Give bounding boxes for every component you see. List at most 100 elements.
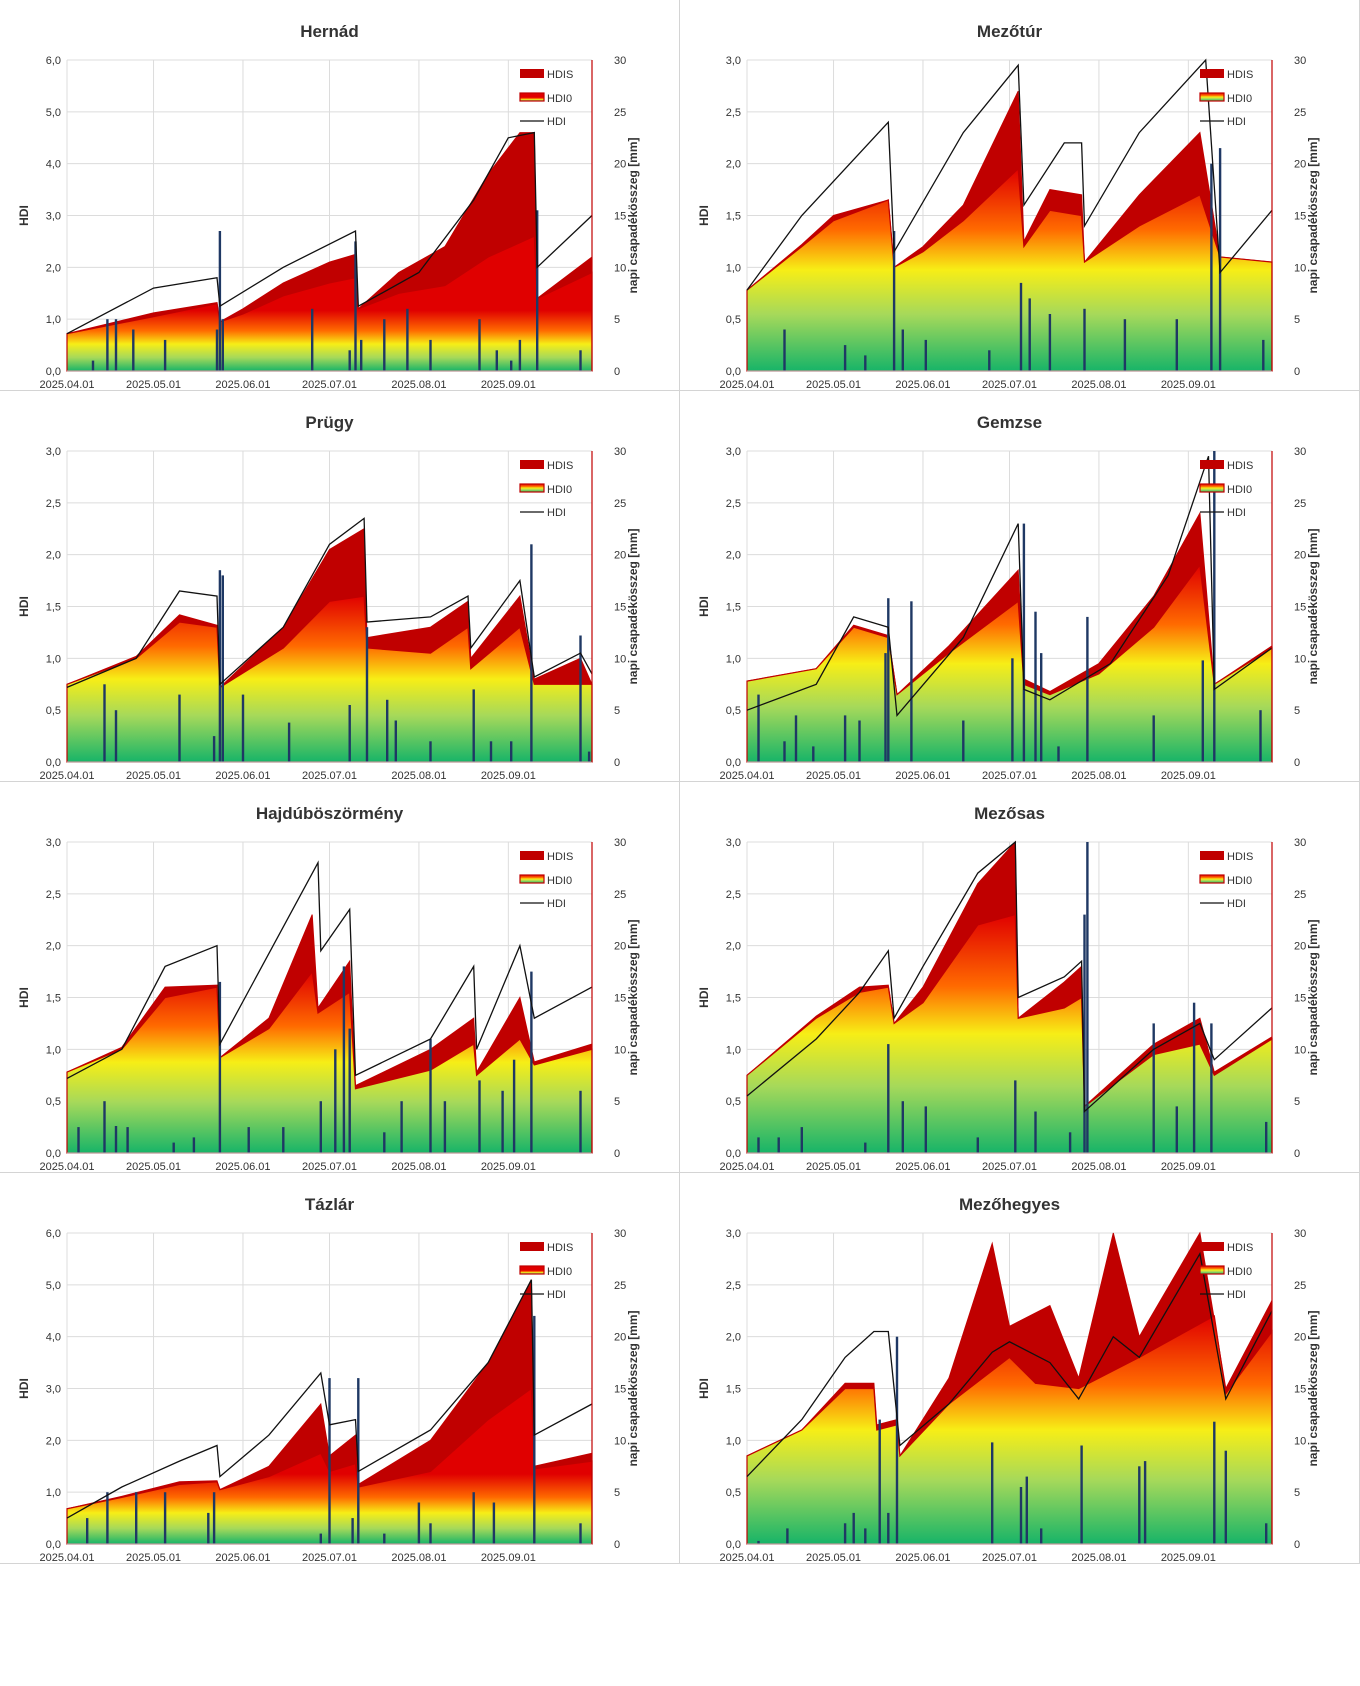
legend: HDIS HDI0 HDI bbox=[1199, 1242, 1253, 1301]
y-axis-title: HDI bbox=[697, 596, 711, 617]
precip-bar bbox=[976, 1137, 979, 1153]
y2-tick-label: 20 bbox=[614, 1332, 626, 1344]
y2-tick-label: 30 bbox=[614, 446, 626, 458]
precip-bar bbox=[1192, 1002, 1196, 1153]
precip-bar bbox=[1262, 339, 1265, 371]
chart-title: Tázlár bbox=[305, 1195, 355, 1214]
precip-bar bbox=[924, 1106, 927, 1153]
y-tick-label: 2,0 bbox=[46, 550, 61, 562]
y-axis-title: HDI bbox=[17, 205, 31, 226]
y2-tick-label: 5 bbox=[614, 1487, 620, 1499]
legend-swatch-hdi0 bbox=[519, 92, 545, 102]
x-tick-label: 2025.05.01 bbox=[126, 1552, 181, 1564]
legend-label-hdi: HDI bbox=[1227, 1289, 1246, 1301]
y-tick-label: 1,0 bbox=[726, 262, 741, 274]
y-tick-label: 1,5 bbox=[46, 602, 61, 614]
precip-bar bbox=[1175, 319, 1178, 371]
y-axis-title: HDI bbox=[697, 987, 711, 1008]
y-tick-label: 1,0 bbox=[46, 1487, 61, 1499]
legend-label-hdis: HDIS bbox=[547, 69, 573, 81]
x-tick-label: 2025.05.01 bbox=[806, 770, 861, 782]
y2-tick-label: 10 bbox=[1294, 653, 1306, 665]
precip-bar bbox=[878, 1419, 881, 1544]
y-tick-label: 4,0 bbox=[46, 1332, 61, 1344]
y2-tick-label: 20 bbox=[614, 159, 626, 171]
y2-tick-label: 30 bbox=[1294, 837, 1306, 849]
series-hdi-line bbox=[746, 840, 1273, 1113]
legend-swatch-hdi0 bbox=[519, 874, 545, 884]
legend-label-hdi: HDI bbox=[547, 898, 566, 910]
y2-tick-label: 0 bbox=[614, 1539, 620, 1551]
precip-bar bbox=[103, 1101, 106, 1153]
y-tick-label: 1,0 bbox=[46, 314, 61, 326]
y-tick-label: 0,5 bbox=[46, 705, 61, 717]
y-tick-label: 4,0 bbox=[46, 159, 61, 171]
y-tick-label: 5,0 bbox=[46, 1280, 61, 1292]
precip-bar bbox=[383, 319, 386, 371]
precip-bar bbox=[192, 1137, 196, 1153]
precip-bar bbox=[1224, 1450, 1227, 1544]
legend-swatch-hdi0 bbox=[1199, 1265, 1225, 1275]
y-axis-title: HDI bbox=[697, 205, 711, 226]
precip-bar bbox=[221, 575, 224, 762]
precip-bar bbox=[895, 1336, 899, 1544]
x-tick-label: 2025.05.01 bbox=[806, 1161, 861, 1173]
series-hdi0-area bbox=[66, 595, 593, 763]
legend-label-hdi: HDI bbox=[547, 507, 566, 519]
legend-swatch-hdi0 bbox=[519, 483, 545, 493]
x-tick-label: 2025.04.01 bbox=[719, 1161, 774, 1173]
y-tick-label: 0,5 bbox=[46, 1096, 61, 1108]
x-tick-label: 2025.07.01 bbox=[302, 1552, 357, 1564]
precip-bar bbox=[1086, 616, 1089, 762]
precip-bar bbox=[864, 355, 867, 371]
precip-bar bbox=[1138, 1466, 1141, 1545]
y-tick-label: 0,0 bbox=[46, 757, 61, 769]
y-tick-label: 0,0 bbox=[726, 1539, 741, 1551]
x-tick-label: 2025.07.01 bbox=[302, 379, 357, 391]
precip-bar bbox=[783, 741, 786, 762]
precip-bar bbox=[1083, 308, 1086, 371]
chart-title: Mezőtúr bbox=[977, 22, 1043, 41]
legend-label-hdi: HDI bbox=[1227, 116, 1246, 128]
precip-bar bbox=[282, 1127, 285, 1153]
precip-bar bbox=[1034, 1111, 1037, 1153]
x-tick-label: 2025.08.01 bbox=[1071, 1161, 1126, 1173]
x-tick-label: 2025.06.01 bbox=[215, 379, 270, 391]
precip-bar bbox=[579, 350, 582, 371]
legend-swatch-hdi0 bbox=[519, 1265, 545, 1275]
y-tick-label: 3,0 bbox=[46, 446, 61, 458]
chart-svg: Mezőtúr 0,0 0 0,5 5 1,0 10 1,5 15 2,0 20 2,5 25 3,0 30… bbox=[697, 22, 1320, 391]
legend-swatch-hdis bbox=[520, 851, 544, 860]
y2-tick-label: 5 bbox=[1294, 705, 1300, 717]
x-tick-label: 2025.06.01 bbox=[895, 770, 950, 782]
x-tick-label: 2025.06.01 bbox=[215, 1161, 270, 1173]
x-tick-label: 2025.09.01 bbox=[481, 1552, 536, 1564]
legend-label-hdis: HDIS bbox=[547, 851, 573, 863]
x-tick-label: 2025.04.01 bbox=[39, 379, 94, 391]
precip-bar bbox=[536, 210, 539, 371]
legend: HDIS HDI0 HDI bbox=[1199, 460, 1253, 519]
precip-bar bbox=[864, 1528, 867, 1544]
precip-bar bbox=[1080, 1445, 1083, 1544]
y-tick-label: 0,0 bbox=[726, 757, 741, 769]
precip-bar bbox=[852, 1512, 855, 1544]
y-axis-title: HDI bbox=[697, 1378, 711, 1399]
chart-svg: Hajdúböszörmény 0,0 0 0,5 5 1,0 10 1,5 15 2,0 20 2,… bbox=[17, 804, 640, 1173]
y2-tick-label: 15 bbox=[1294, 1384, 1306, 1396]
precip-bar bbox=[132, 329, 135, 371]
y2-tick-label: 15 bbox=[1294, 993, 1306, 1005]
y-tick-label: 6,0 bbox=[46, 55, 61, 67]
y2-tick-label: 25 bbox=[1294, 1280, 1306, 1292]
precip-bar bbox=[114, 319, 118, 371]
chart-svg: Mezőhegyes 0,0 0 0,5 5 1,0 10 1,5 15 2,0 20 2,5 25 3,… bbox=[697, 1195, 1320, 1564]
legend: HDIS HDI0 HDI bbox=[1199, 69, 1253, 128]
y2-axis-title: napi csapadékösszeg [mm] bbox=[1306, 528, 1320, 684]
x-tick-label: 2025.04.01 bbox=[719, 1552, 774, 1564]
precip-bar bbox=[106, 319, 109, 371]
x-tick-label: 2025.04.01 bbox=[39, 1552, 94, 1564]
x-tick-label: 2025.07.01 bbox=[982, 1161, 1037, 1173]
y2-tick-label: 5 bbox=[1294, 1487, 1300, 1499]
precip-bar bbox=[777, 1137, 780, 1153]
y2-axis-title: napi csapadékösszeg [mm] bbox=[626, 528, 640, 684]
precip-bar bbox=[383, 1132, 386, 1153]
